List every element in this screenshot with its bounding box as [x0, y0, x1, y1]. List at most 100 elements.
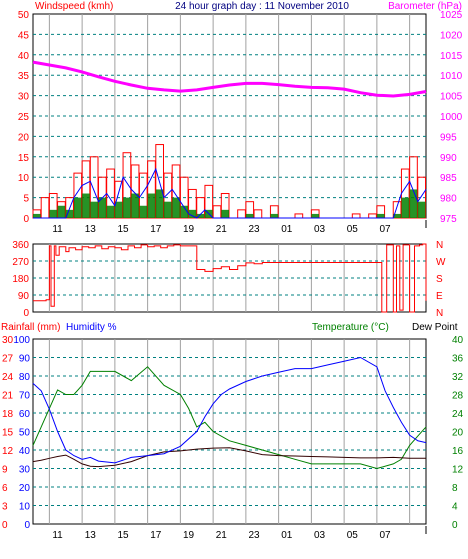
wind-gust-bar — [123, 197, 131, 218]
temperature-line — [32, 366, 427, 470]
tick-label: 9 — [2, 465, 8, 476]
x-tick-label: 21 — [216, 530, 228, 541]
wind-gust-bar — [65, 209, 74, 218]
x-tick-label: 13 — [85, 224, 97, 235]
tick-label: 6 — [2, 483, 8, 494]
wind-direction-line — [33, 243, 427, 313]
tick-label: 80 — [19, 372, 31, 383]
tick-label: 360 — [12, 240, 29, 251]
tick-label: 975 — [440, 214, 457, 225]
tick-label: 10 — [19, 502, 31, 513]
x-tick-label: 07 — [380, 530, 392, 541]
right-axis-ticks: 975 980 985 990 995 1000 1005 1010 1015 1020 1025 — [440, 10, 463, 225]
x-tick-label: 01 — [281, 224, 293, 235]
wind-gust-bar — [49, 209, 58, 218]
tick-label: 24 — [2, 372, 14, 383]
wind-gust-bar — [155, 189, 164, 218]
x-tick-label: 11 — [52, 224, 63, 235]
dew-point-line — [32, 447, 426, 468]
wind-gust-bar — [172, 197, 180, 218]
wind-gust-bar — [131, 193, 139, 218]
tick-label: 0 — [2, 520, 8, 531]
tick-label: 27 — [2, 354, 14, 365]
x-tick-label: 23 — [249, 530, 261, 541]
x-tick-label: 23 — [249, 224, 261, 235]
wind-gust-bar — [147, 193, 156, 218]
wind-gust-bar — [393, 213, 401, 218]
tick-label: 30 — [18, 92, 30, 103]
barometer-axis-label: Barometer (hPa) — [388, 1, 462, 12]
rainfall-axis-label: Rainfall (mm) — [1, 322, 60, 333]
tick-label: 21 — [2, 391, 14, 402]
tick-label: 30 — [2, 335, 14, 346]
x-tick-label: 03 — [314, 530, 326, 541]
tick-label: 45 — [18, 30, 30, 41]
tick-label: 4 — [452, 502, 458, 513]
tick-label: 995 — [440, 132, 457, 143]
tick-label: 40 — [19, 446, 31, 457]
tick-label: 985 — [440, 173, 457, 184]
panel-frame — [32, 338, 427, 525]
wind-gust-bar — [409, 189, 418, 218]
tick-label: E — [436, 291, 443, 302]
tick-label: N — [436, 308, 443, 319]
wind-gust-bar — [106, 205, 115, 218]
x-tick-label: 19 — [183, 530, 195, 541]
tick-label: 40 — [452, 335, 464, 346]
panel-frame — [32, 243, 427, 313]
tick-label: 30 — [19, 465, 31, 476]
tick-label: 35 — [18, 71, 30, 82]
tick-label: 1025 — [440, 10, 463, 21]
humidity-line — [32, 356, 427, 464]
tick-label: 0 — [24, 520, 30, 531]
tick-label: 1005 — [440, 92, 463, 103]
tick-label: 15 — [18, 153, 30, 164]
wind-gust-bar — [417, 201, 426, 218]
wind-gust-bar — [90, 201, 98, 218]
x-tick-label: 17 — [150, 224, 162, 235]
x-tick-label: 13 — [85, 530, 97, 541]
x-axis-ticks: 11 13 15 17 19 21 23 01 03 05 07 — [52, 220, 427, 235]
x-tick-label: 15 — [118, 224, 130, 235]
tick-label: 12 — [2, 446, 14, 457]
tick-label: 28 — [452, 391, 464, 402]
temperature-axis-label: Temperature (°C) — [312, 322, 389, 333]
wind-gust-bar — [196, 213, 205, 218]
tick-label: 36 — [452, 354, 464, 365]
dewpoint-axis-label: Dew Point — [412, 322, 458, 333]
tick-label: 980 — [440, 194, 457, 205]
barometer-line — [32, 60, 427, 98]
tick-label: 3 — [2, 502, 8, 513]
tick-label: 20 — [18, 132, 30, 143]
windspeed-axis-label: Windspeed (kmh) — [35, 1, 113, 12]
series-group — [32, 60, 427, 219]
tick-label: 90 — [19, 354, 31, 365]
x-tick-label: 17 — [150, 530, 162, 541]
series-group — [32, 356, 427, 470]
left-axis-ticks: 0 5 10 15 20 25 30 35 40 45 50 — [18, 10, 30, 225]
tick-label: 90 — [18, 291, 30, 302]
x-tick-label: 05 — [347, 530, 359, 541]
tick-label: 0 — [452, 520, 458, 531]
tick-label: 100 — [13, 335, 30, 346]
panel-frame — [32, 13, 427, 219]
wind-average-line — [33, 167, 427, 219]
wind-gust-bar — [311, 213, 320, 218]
wind-gust-bar — [188, 209, 197, 218]
left-axis-ticks: 0 90 180 270 360 — [12, 240, 29, 319]
tick-label: 990 — [440, 153, 457, 164]
tick-label: S — [436, 274, 443, 285]
x-tick-label: 03 — [314, 224, 326, 235]
wind-gust-bar — [221, 209, 229, 218]
wind-gust-bar — [57, 205, 66, 218]
tick-label: 16 — [452, 446, 464, 457]
tick-label: 50 — [18, 10, 30, 21]
tick-label: 1020 — [440, 30, 463, 41]
series-group — [33, 243, 427, 313]
x-tick-label: 05 — [347, 224, 359, 235]
x-tick-label: 15 — [118, 530, 130, 541]
wind-gust-bar — [164, 201, 172, 218]
wind-gust-bar — [139, 205, 148, 218]
